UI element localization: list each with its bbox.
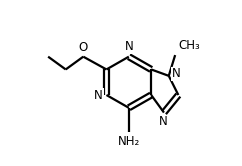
Text: NH₂: NH₂	[118, 135, 140, 148]
Text: O: O	[79, 41, 88, 54]
Text: N: N	[94, 88, 103, 102]
Text: N: N	[172, 67, 181, 80]
Text: N: N	[124, 41, 133, 53]
Text: CH₃: CH₃	[179, 39, 200, 52]
Text: N: N	[159, 116, 168, 128]
